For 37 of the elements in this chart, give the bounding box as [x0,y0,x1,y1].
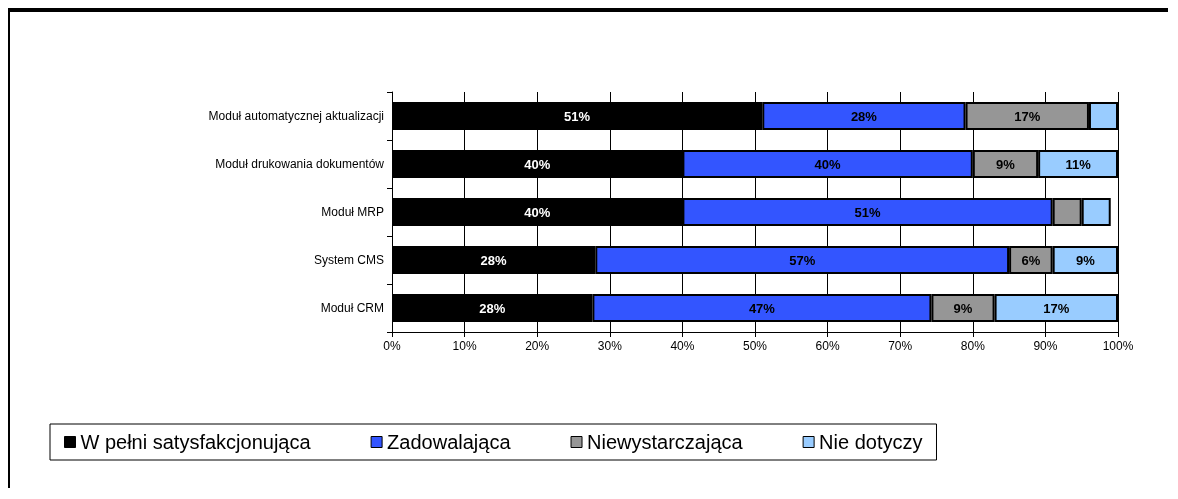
legend-label: Niewystarczająca [587,431,744,453]
data-label: 6% [1021,252,1041,268]
data-label: 51% [854,204,881,220]
legend-label: Zadowalająca [387,431,512,453]
data-label: 47% [748,300,776,316]
data-label: 17% [1014,108,1041,124]
x-tick-label: 70% [888,339,913,353]
data-label: 40% [524,204,551,220]
data-label: 9% [1075,252,1096,268]
y-tick-label: Moduł MRP [321,205,384,219]
data-label: 9% [996,156,1016,172]
data-label: 28% [479,300,506,316]
x-tick-label: 0% [383,339,401,353]
data-label: 40% [814,156,842,172]
y-tick-label: Moduł drukowania dokumentów [215,157,385,171]
legend-label: Nie dotyczy [819,431,923,453]
legend-label: W pełni satysfakcjonująca [80,431,312,453]
y-tick-label: System CMS [313,253,384,267]
x-tick-label: 90% [1033,339,1058,353]
data-label: 9% [953,300,973,316]
y-tick-label: Moduł CRM [320,301,384,315]
x-tick-label: 30% [597,339,623,353]
data-label: 28% [480,252,508,268]
data-label: 17% [1043,300,1070,316]
x-tick-label: 60% [815,339,840,353]
x-tick-label: 80% [960,339,986,353]
x-tick-label: 20% [525,339,550,353]
data-label: 57% [789,252,816,268]
x-tick-label: 10% [452,339,477,353]
y-tick-label: Moduł automatycznej aktualizacji [208,109,384,123]
x-tick-label: 100% [1102,339,1134,353]
x-tick-label: 50% [742,339,768,353]
data-label: 51% [564,108,591,124]
x-tick-label: 40% [670,339,695,353]
data-label: 40% [524,156,551,172]
data-label: 11% [1065,156,1092,172]
data-label: 28% [850,108,878,124]
